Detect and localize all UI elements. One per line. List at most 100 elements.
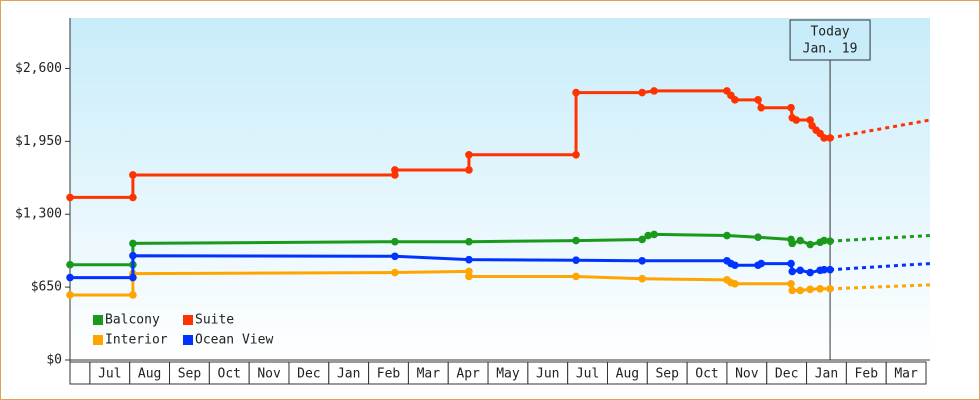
price-point: [826, 134, 834, 142]
price-point: [391, 252, 399, 261]
x-tick-label: Nov: [735, 367, 759, 382]
price-point: [638, 274, 646, 283]
legend-label: Suite: [195, 313, 234, 328]
price-point: [796, 286, 805, 295]
legend-swatch: [183, 335, 193, 345]
price-point: [787, 259, 795, 268]
price-point: [465, 166, 473, 174]
price-point: [731, 279, 739, 288]
price-point: [572, 256, 580, 265]
price-point: [66, 193, 74, 202]
legend-label: Ocean View: [195, 333, 273, 348]
x-tick-label: Feb: [377, 367, 401, 382]
price-point: [66, 260, 74, 269]
x-tick-label: Oct: [218, 367, 241, 382]
price-point: [66, 291, 74, 299]
price-point: [129, 171, 137, 179]
price-point: [788, 286, 797, 295]
price-point: [572, 151, 580, 159]
price-point: [723, 231, 731, 240]
x-tick-label: Sep: [178, 367, 202, 382]
price-point: [796, 266, 805, 275]
today-box: [789, 19, 871, 61]
price-point: [792, 116, 801, 124]
price-point: [638, 256, 646, 265]
legend-label: Balcony: [105, 313, 160, 328]
price-point: [572, 88, 580, 97]
price-point: [806, 240, 814, 249]
price-point: [826, 284, 834, 293]
forecast-line: [830, 283, 931, 291]
y-tick-label: $0: [46, 353, 62, 368]
price-point: [391, 268, 399, 277]
price-point: [806, 285, 814, 294]
y-tick-label: $650: [31, 280, 62, 295]
price-point: [465, 151, 473, 159]
x-tick-label: Aug: [138, 367, 161, 382]
y-tick-label: $1,300: [15, 207, 62, 222]
price-point: [465, 237, 473, 246]
x-tick-label: Sep: [655, 367, 679, 382]
price-point: [757, 103, 765, 112]
today-label: Jan. 19: [803, 42, 858, 57]
legend-swatch: [93, 315, 103, 325]
legend-swatch: [93, 335, 103, 345]
price-point: [826, 237, 834, 245]
price-point: [638, 88, 646, 97]
price-point: [826, 265, 834, 274]
x-tick-label: Oct: [695, 367, 718, 382]
price-point: [638, 235, 646, 244]
month-cell: [885, 361, 927, 385]
x-tick-label: Mar: [417, 367, 441, 382]
price-point: [650, 230, 658, 239]
price-point: [816, 284, 824, 293]
price-point: [66, 273, 74, 282]
price-point: [129, 251, 137, 260]
x-tick-label: Feb: [855, 367, 879, 382]
forecast-line: [829, 118, 931, 140]
month-cell: [69, 361, 91, 385]
legend-swatch: [183, 315, 193, 325]
price-point: [787, 279, 795, 288]
price-point: [572, 272, 580, 281]
price-point: [465, 272, 473, 281]
price-point: [129, 239, 137, 248]
price-point: [129, 193, 137, 202]
price-point: [754, 96, 762, 104]
x-tick-label: Apr: [456, 367, 480, 382]
x-tick-label: Nov: [257, 367, 281, 382]
legend-label: Interior: [105, 333, 168, 348]
plot-area: [70, 18, 930, 360]
x-tick-label: May: [496, 367, 520, 382]
price-point: [806, 268, 814, 277]
price-point: [788, 267, 797, 276]
x-tick-label: Dec: [297, 367, 320, 382]
price-point: [644, 231, 652, 240]
x-tick-label: Jan: [337, 367, 360, 382]
price-point: [820, 236, 828, 245]
x-tick-label: Jul: [576, 367, 599, 382]
price-point: [391, 237, 399, 246]
x-tick-label: Jun: [536, 367, 559, 382]
price-point: [757, 259, 765, 268]
price-point: [391, 166, 399, 174]
x-tick-label: Aug: [616, 367, 639, 382]
forecast-line: [829, 262, 931, 272]
price-point: [788, 239, 797, 248]
y-tick-label: $2,600: [15, 61, 62, 76]
price-point: [129, 291, 137, 299]
price-point: [465, 255, 473, 264]
price-point: [754, 233, 762, 242]
price-point: [787, 103, 795, 112]
price-point: [129, 273, 137, 282]
x-tick-label: Mar: [894, 367, 918, 382]
price-point: [650, 87, 658, 95]
x-tick-label: Jan: [815, 367, 838, 382]
x-tick-label: Dec: [775, 367, 798, 382]
price-point: [572, 236, 580, 245]
price-point: [796, 236, 805, 245]
forecast-line: [829, 234, 931, 243]
x-tick-label: Jul: [98, 367, 121, 382]
price-point: [731, 261, 739, 270]
